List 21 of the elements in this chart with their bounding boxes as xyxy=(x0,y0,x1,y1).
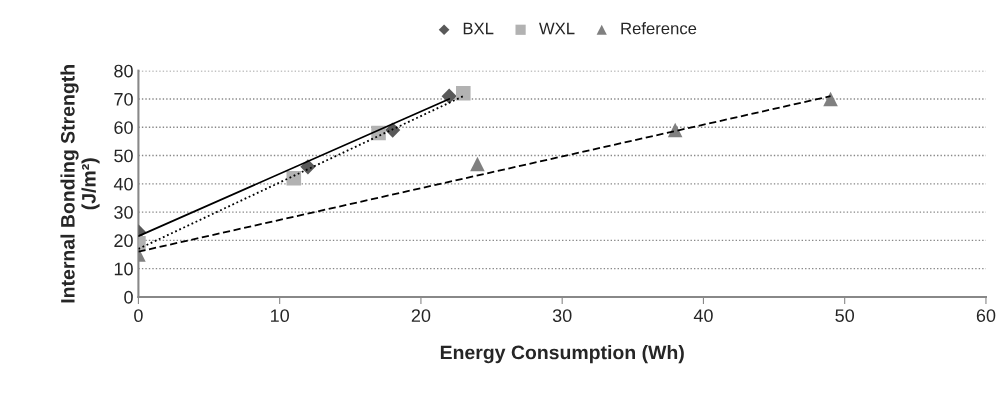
x-tick-label: 30 xyxy=(552,309,572,323)
y-tick-label: 40 xyxy=(113,177,133,191)
x-tick-label: 60 xyxy=(976,309,996,323)
x-tick-label: 20 xyxy=(411,309,431,323)
legend-label: WXL xyxy=(539,22,575,35)
y-tick-label: 80 xyxy=(114,64,133,78)
y-tick-label: 20 xyxy=(114,234,133,248)
y-tick-label: 30 xyxy=(114,206,133,219)
y-axis-title: Internal Bonding Strength (J/m²) xyxy=(60,65,100,303)
y-tick-label: 60 xyxy=(114,121,133,134)
x-tick-label: 10 xyxy=(271,309,290,323)
legend-label: Reference xyxy=(621,22,697,35)
x-tick-label: 50 xyxy=(835,309,855,323)
y-tick-label: 0 xyxy=(124,290,133,304)
x-tick-label: 40 xyxy=(693,309,713,323)
x-tick-label: 0 xyxy=(134,309,143,323)
legend-label: BXL xyxy=(463,22,494,35)
x-axis-title: Energy Consumption (Wh) xyxy=(440,345,684,364)
y-tick-label: 50 xyxy=(114,149,133,163)
y-tick-label: 10 xyxy=(114,262,133,276)
y-tick-label: 70 xyxy=(114,92,133,106)
